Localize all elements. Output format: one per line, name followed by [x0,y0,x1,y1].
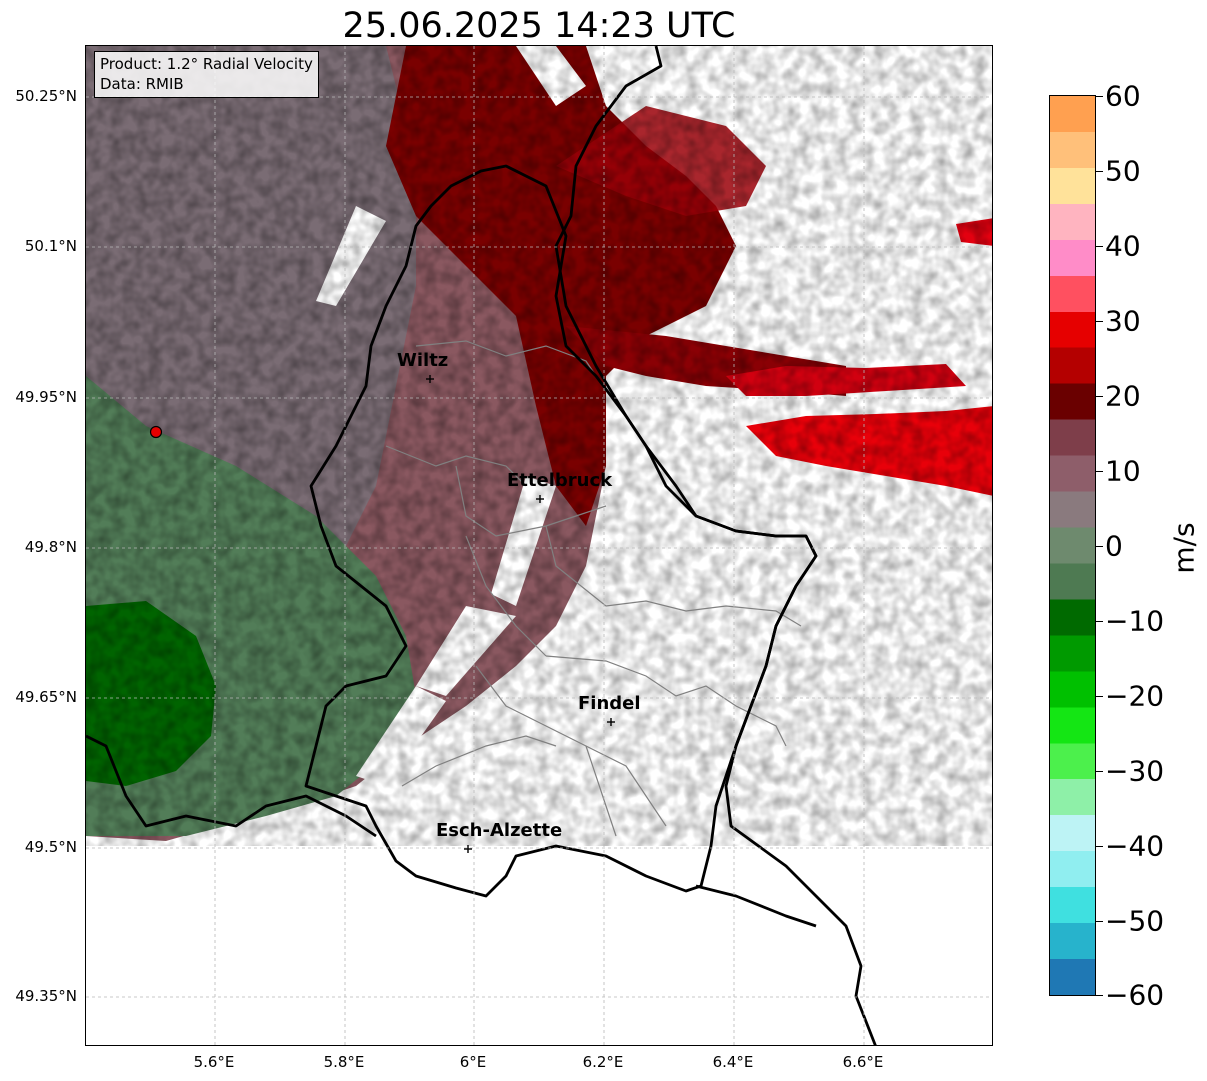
lon-tick-label: 6.2°E [582,1053,624,1071]
district-boundaries [385,340,802,837]
colorbar-tick-label: 40 [1105,229,1141,263]
lat-tick-label: 49.95°N [15,388,77,406]
lon-tick-label: 6.4°E [712,1053,754,1071]
german-border [554,46,877,1045]
lon-tick-label: 6°E [459,1053,487,1071]
french-border [86,734,377,838]
lat-tick-label: 49.5°N [24,838,77,856]
lon-tick-label: 6.6°E [842,1053,884,1071]
belgian-fr-border [695,884,817,928]
colorbar-tick-label: −50 [1105,904,1165,938]
map-title: 25.06.2025 14:23 UTC [342,6,736,46]
colorbar-tick-label: 30 [1105,304,1141,338]
product-info-box: Product: 1.2° Radial Velocity Data: RMIB [94,51,319,98]
colorbar-tick-label: −30 [1105,754,1165,788]
colorbar-tick-label: −60 [1105,978,1165,1012]
speckle-texture [86,46,992,846]
national-borders [86,46,877,1045]
colorbar-tick-label: −20 [1105,679,1165,713]
velocity-colorbar [1049,95,1096,996]
city-label-ettelbruck: Ettelbruck [507,470,613,491]
data-source-label: Data: RMIB [100,75,184,93]
colorbar-tick-label: −40 [1105,829,1165,863]
lat-tick-label: 49.35°N [15,987,77,1005]
lat-tick-label: 49.65°N [15,688,77,706]
colorbar-tick-label: 0 [1105,529,1123,563]
colorbar-tick-label: 60 [1105,79,1141,113]
colorbar-tick-label: 10 [1105,454,1141,488]
lat-tick-label: 50.1°N [24,237,77,255]
radar-map[interactable] [85,45,993,1046]
colorbar-tick-label: 50 [1105,154,1141,188]
lon-tick-label: 5.6°E [193,1053,235,1071]
colorbar-tick-label: 20 [1105,379,1141,413]
city-label-findel: Findel [578,693,641,714]
colorbar-unit-label: m/s [1167,522,1201,574]
product-label: Product: 1.2° Radial Velocity [100,55,313,73]
city-markers [426,375,615,853]
lat-tick-label: 50.25°N [15,87,77,105]
colorbar-tick-label: −10 [1105,604,1165,638]
city-label-esch-alzette: Esch-Alzette [436,820,563,841]
radar-site-marker [149,425,163,439]
grid-lines [86,46,992,1045]
city-label-wiltz: Wiltz [397,350,449,371]
lat-tick-label: 49.8°N [24,538,77,556]
lon-tick-label: 5.8°E [323,1053,365,1071]
